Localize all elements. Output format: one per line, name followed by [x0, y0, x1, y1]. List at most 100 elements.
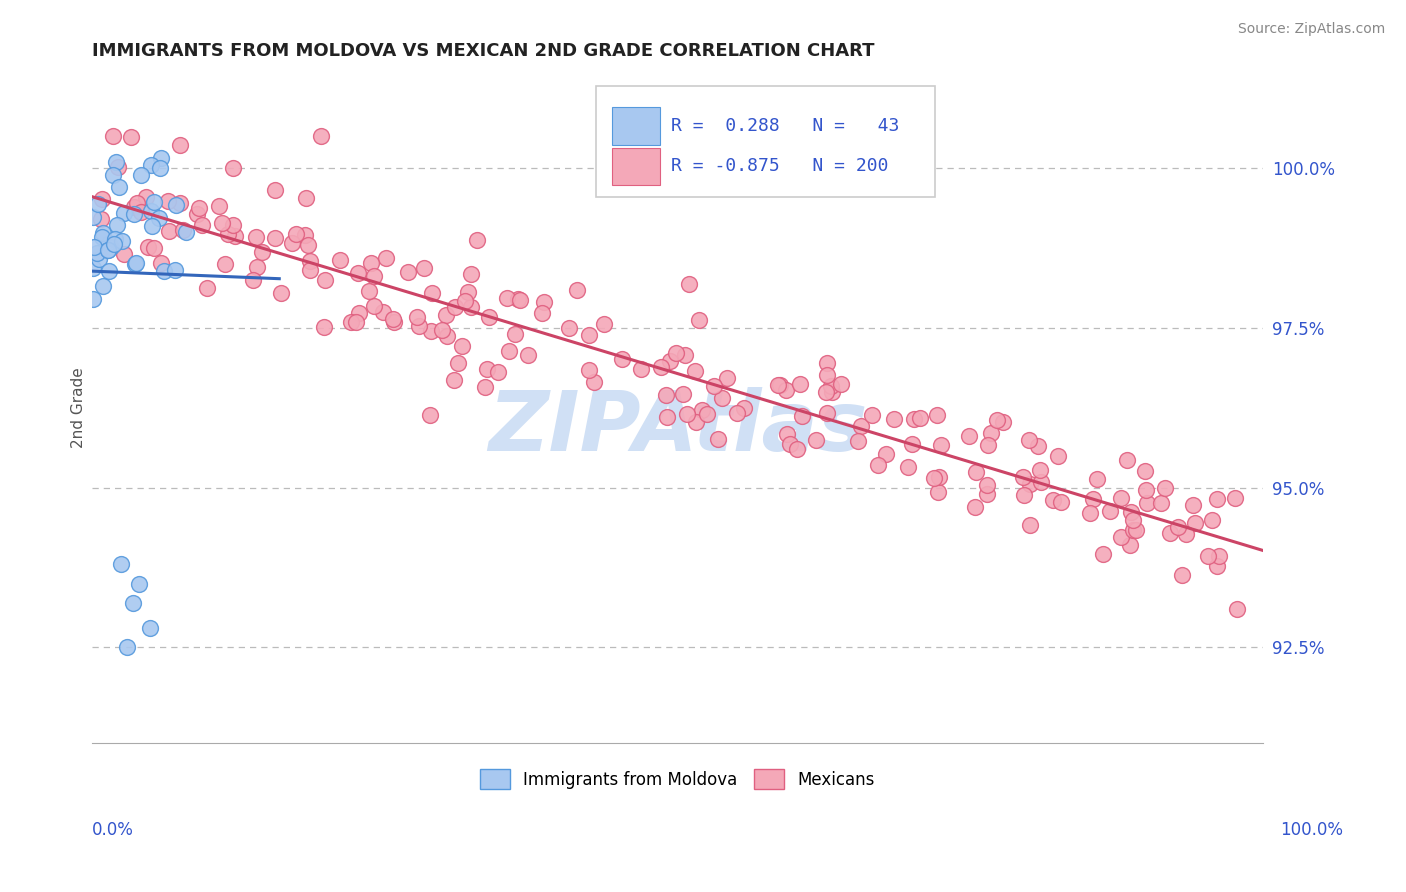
Point — [280, 236, 302, 251]
Point — [344, 315, 367, 329]
Point — [901, 437, 924, 451]
Point — [685, 415, 707, 429]
Point — [195, 281, 218, 295]
Point — [1208, 549, 1230, 563]
Point — [242, 273, 264, 287]
Point — [112, 205, 135, 219]
Point — [211, 216, 233, 230]
Point — [673, 348, 696, 362]
Point — [408, 318, 430, 333]
Text: Source: ZipAtlas.com: Source: ZipAtlas.com — [1237, 22, 1385, 37]
Point — [980, 425, 1002, 440]
Point — [1150, 496, 1173, 510]
Point — [696, 407, 718, 421]
Point — [630, 362, 652, 376]
Point — [124, 257, 146, 271]
Point — [846, 434, 869, 449]
Point — [860, 408, 883, 422]
Point — [90, 212, 112, 227]
Point — [868, 458, 890, 472]
Point — [454, 293, 477, 308]
Point — [815, 405, 838, 419]
Point — [186, 206, 208, 220]
Point — [924, 471, 946, 485]
Point — [875, 447, 897, 461]
Point — [475, 362, 498, 376]
Point — [1167, 519, 1189, 533]
Point — [817, 368, 839, 382]
Point — [927, 408, 949, 422]
Point — [221, 218, 243, 232]
Point — [716, 371, 738, 385]
Point — [245, 230, 267, 244]
Point — [121, 596, 143, 610]
Point — [87, 197, 110, 211]
Point — [97, 236, 120, 251]
Point — [295, 191, 318, 205]
Point — [931, 438, 953, 452]
Point — [172, 223, 194, 237]
Point — [1050, 495, 1073, 509]
Point — [371, 305, 394, 319]
Point — [683, 364, 706, 378]
Point — [169, 195, 191, 210]
Point — [665, 346, 688, 360]
Point — [107, 218, 129, 232]
Point — [1091, 547, 1114, 561]
Point — [347, 266, 370, 280]
Point — [451, 339, 474, 353]
Point — [1184, 516, 1206, 530]
Point — [1029, 475, 1052, 490]
Point — [382, 315, 405, 329]
Point — [849, 418, 872, 433]
Point — [707, 432, 730, 446]
Text: 0.0%: 0.0% — [91, 821, 134, 838]
Point — [443, 373, 465, 387]
Point — [592, 317, 614, 331]
Point — [141, 203, 163, 218]
Point — [1170, 568, 1192, 582]
Point — [1136, 496, 1159, 510]
Point — [558, 320, 581, 334]
Point — [381, 312, 404, 326]
Point — [976, 478, 998, 492]
Point — [516, 348, 538, 362]
Point — [91, 226, 114, 240]
Point — [465, 234, 488, 248]
FancyBboxPatch shape — [612, 107, 659, 145]
Point — [222, 161, 245, 175]
Point — [1098, 503, 1121, 517]
Point — [1019, 477, 1042, 491]
Point — [224, 228, 246, 243]
Point — [1197, 549, 1219, 563]
Point — [1125, 523, 1147, 537]
Point — [159, 224, 181, 238]
Point — [412, 261, 434, 276]
Point — [131, 204, 153, 219]
Point — [509, 293, 531, 307]
Point — [436, 329, 458, 343]
Point — [86, 245, 108, 260]
Point — [142, 241, 165, 255]
Point — [374, 252, 396, 266]
Point — [991, 416, 1014, 430]
Point — [111, 234, 134, 248]
Point — [908, 411, 931, 425]
Point — [100, 240, 122, 254]
Point — [1174, 526, 1197, 541]
Point — [105, 155, 128, 169]
Point — [103, 232, 125, 246]
Point — [163, 262, 186, 277]
Text: R = -0.875   N = 200: R = -0.875 N = 200 — [671, 157, 889, 176]
Point — [672, 387, 695, 401]
Point — [128, 576, 150, 591]
Point — [533, 295, 555, 310]
Point — [460, 300, 482, 314]
Point — [779, 437, 801, 451]
Point — [789, 376, 811, 391]
Point — [567, 283, 589, 297]
Point — [150, 256, 173, 270]
Point — [115, 640, 138, 655]
Point — [508, 292, 530, 306]
Text: R =  0.288   N =   43: R = 0.288 N = 43 — [671, 117, 898, 135]
